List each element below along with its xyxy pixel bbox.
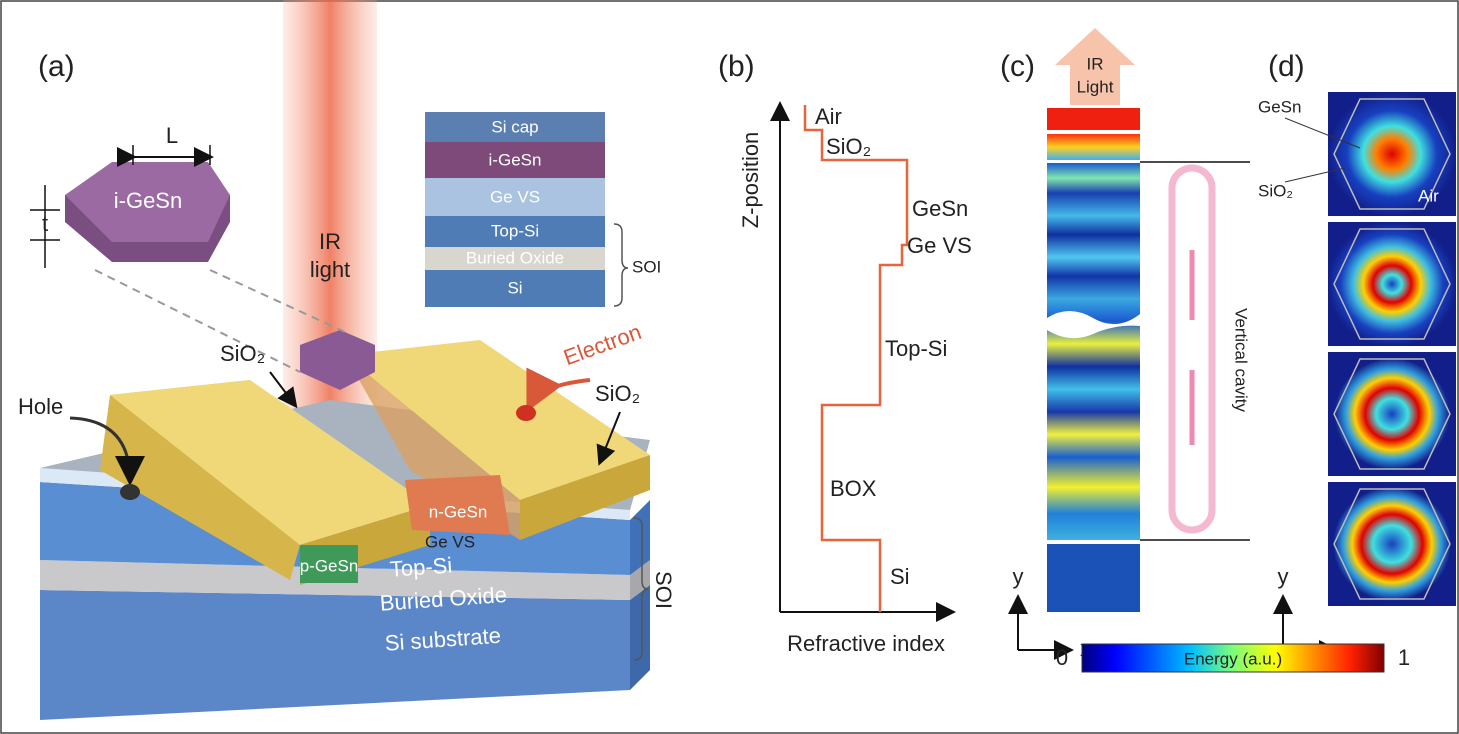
- mode-map: [1328, 222, 1456, 346]
- field-band: [1047, 544, 1140, 612]
- soi-label: SOI: [651, 571, 676, 609]
- cavity-loop: [1172, 168, 1212, 530]
- x-axis-label: Refractive index: [787, 631, 945, 656]
- field-band: [1047, 108, 1140, 130]
- layer-label: Top-Si: [389, 552, 453, 581]
- region-label: Air: [815, 104, 842, 129]
- panel-label: (c): [1000, 50, 1035, 83]
- brace: [614, 224, 628, 306]
- si-substrate: [40, 590, 630, 720]
- mode-map: [1328, 92, 1456, 606]
- stack-label: Si cap: [491, 117, 538, 136]
- stack-label: Top-Si: [491, 221, 539, 240]
- colorbar-min: 0: [1056, 645, 1068, 670]
- electron-label: Electron: [560, 319, 644, 370]
- panel-label: (b): [718, 50, 755, 83]
- region-label: Si: [890, 564, 910, 589]
- ir-arrow-label: IR: [1087, 54, 1104, 73]
- dimension-L-label: L: [166, 123, 178, 148]
- hexagon-label: i-GeSn: [114, 188, 182, 213]
- region-label: GeSn: [1258, 97, 1301, 116]
- mode-map: [1328, 482, 1456, 606]
- region-label: SiO₂: [1258, 181, 1293, 200]
- sio2-side-label: SiO₂: [595, 381, 640, 406]
- layer-label: Ge VS: [425, 532, 475, 551]
- region-label: Ge VS: [907, 233, 972, 258]
- n-contact-label: n-GeSn: [429, 502, 488, 521]
- side-face: [630, 585, 650, 690]
- region-label: SiO₂: [826, 134, 871, 159]
- region-label: Top-Si: [885, 336, 947, 361]
- hole: [120, 484, 140, 500]
- colorbar-title: Energy (a.u.): [1184, 649, 1282, 668]
- hole-label: Hole: [18, 394, 63, 419]
- mode-map: [1328, 352, 1456, 476]
- projection-line: [95, 270, 300, 372]
- region-label: GeSn: [912, 196, 968, 221]
- stack-label: Buried Oxide: [466, 248, 564, 267]
- sio2-label: SiO₂: [220, 341, 265, 366]
- region-label: BOX: [830, 476, 877, 501]
- panel-label: (a): [38, 50, 75, 83]
- stack-soi: SOI: [632, 257, 661, 276]
- region-label: Air: [1418, 186, 1439, 205]
- stack-label: Si: [507, 278, 522, 297]
- axis-label: y: [1013, 564, 1024, 589]
- y-axis-label: Z-position: [738, 132, 763, 229]
- p-contact-label: p-GeSn: [300, 556, 359, 575]
- electron: [516, 405, 536, 421]
- ir-label: light: [310, 257, 350, 282]
- cavity-label: Vertical cavity: [1232, 308, 1251, 412]
- figure: (a) p-GeSn n-GeSn i-GeSn L t IR light Si…: [0, 0, 1459, 734]
- colorbar-max: 1: [1398, 645, 1410, 670]
- field-band: [1047, 134, 1140, 160]
- dimension-t-label: t: [42, 211, 48, 236]
- ir-arrow-label: Light: [1077, 77, 1114, 96]
- stack-label: i-GeSn: [489, 150, 542, 169]
- panel-label: (d): [1268, 50, 1305, 83]
- ir-label: IR: [319, 229, 341, 254]
- axis-label: y: [1278, 564, 1289, 589]
- stack-label: Ge VS: [490, 187, 540, 206]
- field-column: [1047, 163, 1140, 540]
